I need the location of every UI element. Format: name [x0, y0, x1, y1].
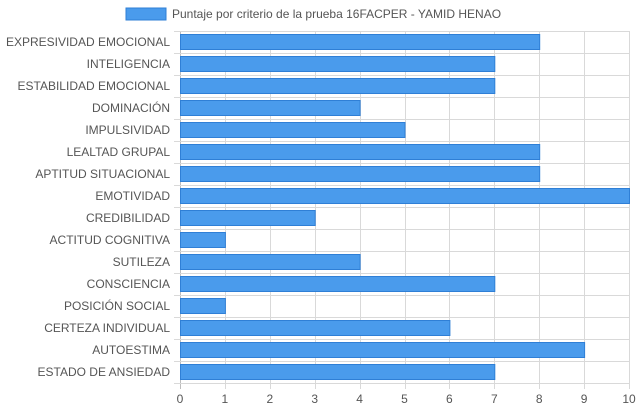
bar[interactable] [180, 144, 541, 160]
bar[interactable] [180, 56, 496, 72]
bar[interactable] [180, 232, 226, 248]
bars [180, 34, 630, 380]
category-label: INTELIGENCIA [87, 57, 170, 71]
bar[interactable] [180, 188, 630, 204]
x-tick-label: 4 [356, 392, 363, 406]
category-label: DOMINACIÓN [92, 100, 170, 115]
bar[interactable] [180, 166, 541, 182]
category-label: IMPULSIVIDAD [85, 123, 170, 137]
category-label: ESTADO DE ANSIEDAD [38, 365, 171, 379]
bar[interactable] [180, 320, 451, 336]
category-label: CONSCIENCIA [87, 277, 170, 291]
x-tick-label: 5 [401, 392, 408, 406]
bar[interactable] [180, 78, 496, 94]
bar[interactable] [180, 34, 541, 50]
x-tick-label: 9 [581, 392, 588, 406]
x-tick-label: 3 [311, 392, 318, 406]
category-label: EXPRESIVIDAD EMOCIONAL [6, 35, 170, 49]
category-labels: EXPRESIVIDAD EMOCIONAL INTELIGENCIA ESTABI… [6, 35, 170, 379]
bar[interactable] [180, 254, 361, 270]
category-label: ESTABILIDAD EMOCIONAL [18, 79, 171, 93]
x-tick-label: 0 [177, 392, 184, 406]
category-label: APTITUD SITUACIONAL [35, 167, 170, 181]
legend-swatch[interactable] [125, 7, 167, 21]
x-tick-label: 6 [446, 392, 453, 406]
bar[interactable] [180, 122, 406, 138]
x-tick-label: 2 [266, 392, 273, 406]
category-label: ACTITUD COGNITIVA [50, 233, 170, 247]
x-tick-label: 10 [622, 392, 636, 406]
x-axis-ticks: 0 1 2 3 4 5 6 7 8 9 10 [177, 392, 636, 406]
category-label: EMOTIVIDAD [95, 189, 170, 203]
x-tick-label: 1 [222, 392, 229, 406]
legend-label[interactable]: Puntaje por criterio de la prueba 16FACP… [172, 7, 501, 21]
category-label: LEALTAD GRUPAL [67, 145, 171, 159]
category-label: CREDIBILIDAD [86, 211, 170, 225]
x-tick-label: 8 [536, 392, 543, 406]
legend[interactable]: Puntaje por criterio de la prueba 16FACP… [125, 7, 501, 21]
bar[interactable] [180, 364, 496, 380]
category-label: POSICIÓN SOCIAL [64, 298, 170, 313]
x-tick-label: 7 [491, 392, 498, 406]
bar[interactable] [180, 342, 586, 358]
bar[interactable] [180, 210, 316, 226]
bar[interactable] [180, 100, 361, 116]
category-label: SUTILEZA [113, 255, 170, 269]
bar[interactable] [180, 298, 226, 314]
category-label: AUTOESTIMA [92, 343, 170, 357]
category-label: CERTEZA INDIVIDUAL [44, 321, 170, 335]
bar[interactable] [180, 276, 496, 292]
